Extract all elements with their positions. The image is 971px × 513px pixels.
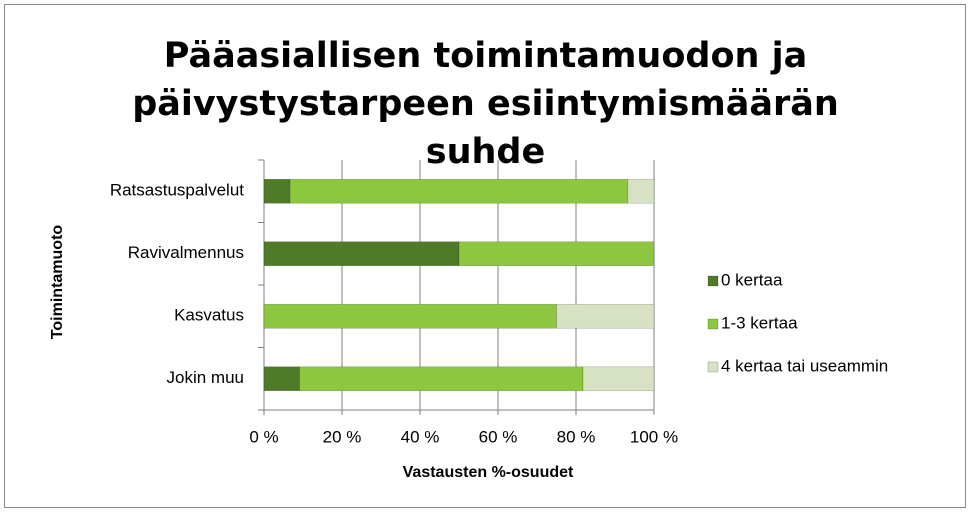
bar-segment bbox=[263, 366, 300, 392]
legend-swatch bbox=[707, 318, 719, 330]
chart-title: Pääasiallisen toimintamuodon ja päivysty… bbox=[132, 36, 839, 172]
x-tick-label: 80 % bbox=[557, 427, 596, 446]
bar-segment bbox=[263, 178, 291, 204]
y-tick-label: Kasvatus bbox=[174, 306, 244, 325]
bar-segment bbox=[627, 178, 655, 204]
legend-swatch bbox=[707, 275, 719, 287]
legend-swatch bbox=[707, 361, 719, 373]
bar-segment bbox=[289, 178, 629, 204]
y-tick-label: Jokin muu bbox=[167, 368, 244, 387]
bar-segment bbox=[263, 241, 460, 267]
bar-segment bbox=[582, 366, 655, 392]
bar-segment bbox=[556, 303, 655, 329]
bar-segment bbox=[263, 303, 557, 329]
legend-label: 0 kertaa bbox=[721, 270, 783, 289]
legend-label: 1-3 kertaa bbox=[721, 313, 798, 332]
x-axis-title: Vastausten %-osuudet bbox=[403, 464, 574, 481]
x-tick-label: 40 % bbox=[401, 427, 440, 446]
legend-label: 4 kertaa tai useammin bbox=[721, 356, 888, 375]
bar-segment bbox=[458, 241, 655, 267]
x-tick-label: 20 % bbox=[323, 427, 362, 446]
bar-segment bbox=[299, 366, 584, 392]
y-axis-title: Toimintamuoto bbox=[49, 225, 66, 340]
y-tick-label: Ratsastuspalvelut bbox=[110, 181, 244, 200]
x-tick-label: 0 % bbox=[249, 427, 278, 446]
y-tick-label: Ravivalmennus bbox=[128, 243, 244, 262]
x-tick-label: 60 % bbox=[479, 427, 518, 446]
x-tick-label: 100 % bbox=[630, 427, 678, 446]
